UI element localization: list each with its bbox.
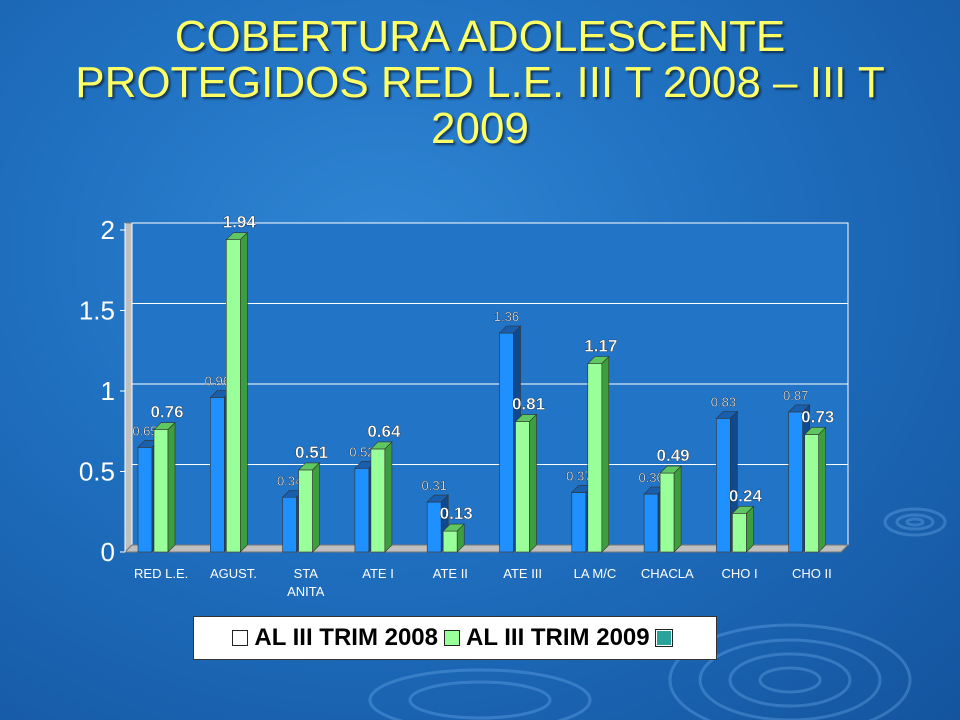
x-category-label: RED L.E. bbox=[134, 566, 188, 581]
x-category-label: STA bbox=[294, 566, 319, 581]
legend-swatch-3 bbox=[654, 629, 673, 647]
data-label-2008: 0.36 bbox=[638, 470, 663, 485]
bar-2009 bbox=[587, 363, 603, 553]
x-category-label: CHO I bbox=[721, 566, 757, 581]
bar-2009-side bbox=[240, 231, 248, 553]
title-line-1: COBERTURA ADOLESCENTE bbox=[174, 12, 786, 61]
bar-2009 bbox=[298, 469, 313, 553]
data-label-2008: 0.65 bbox=[132, 423, 157, 438]
bar-2008 bbox=[354, 467, 370, 553]
x-category-label: CHO II bbox=[792, 566, 832, 581]
bar-2009 bbox=[732, 513, 747, 553]
title-line-2: PROTEGIDOS RED L.E. III T 2008 – III T bbox=[75, 58, 885, 107]
data-label-2008: 0.83 bbox=[711, 394, 736, 409]
data-label-2008: 0.34 bbox=[277, 473, 302, 488]
data-label-2009: 0.73 bbox=[801, 407, 834, 426]
data-label-2009: 0.49 bbox=[657, 446, 690, 465]
bar-2008 bbox=[499, 332, 514, 553]
bar-2008 bbox=[571, 492, 587, 553]
data-label-2008: 0.31 bbox=[422, 478, 447, 493]
x-category-label: ATE I bbox=[362, 566, 394, 581]
data-label-2009: 1.94 bbox=[223, 213, 257, 232]
x-category-label: CHACLA bbox=[641, 566, 694, 581]
bar-2009 bbox=[659, 472, 675, 553]
data-label-2008: 0.37 bbox=[566, 468, 591, 483]
data-label-2008: 0.52 bbox=[349, 444, 374, 459]
data-label-2009: 0.76 bbox=[150, 403, 183, 422]
bar-2008 bbox=[210, 397, 225, 553]
bar-2009-side bbox=[746, 505, 754, 553]
data-label-2008: 0.96 bbox=[205, 373, 230, 388]
data-label-2009: 1.17 bbox=[584, 337, 617, 356]
bar-2009 bbox=[515, 421, 530, 553]
bar-2009-side bbox=[167, 421, 176, 553]
bar-2009-side bbox=[673, 465, 682, 553]
bar-2009 bbox=[226, 239, 241, 553]
data-label-2009: 0.81 bbox=[512, 395, 545, 414]
bar-2009-side bbox=[529, 413, 537, 553]
bar-2009-side bbox=[384, 441, 393, 553]
bar-2008 bbox=[788, 411, 804, 553]
chart-title: COBERTURA ADOLESCENTE PROTEGIDOS RED L.E… bbox=[40, 14, 920, 152]
legend-item-2008: AL III TRIM 2008 bbox=[232, 624, 438, 652]
legend-label-2008: AL III TRIM 2008 bbox=[254, 624, 438, 651]
chart-legend: AL III TRIM 2008 AL III TRIM 2009 bbox=[193, 616, 717, 660]
data-label-2009: 0.24 bbox=[729, 486, 763, 505]
bar-2009 bbox=[153, 429, 169, 553]
legend-item-2009: AL III TRIM 2009 bbox=[444, 624, 650, 652]
legend-swatch-2008 bbox=[232, 630, 249, 646]
legend-label-2009: AL III TRIM 2009 bbox=[466, 624, 650, 651]
y-tick-label: 2 bbox=[101, 215, 115, 245]
x-category-label: AGUST. bbox=[210, 566, 257, 581]
bar-2009 bbox=[370, 448, 386, 553]
data-label-2008: 0.87 bbox=[783, 388, 808, 403]
data-label-2008: 1.36 bbox=[494, 309, 519, 324]
bar-2008 bbox=[643, 493, 659, 553]
bar-2009-side bbox=[456, 523, 465, 553]
data-label-2009: 0.13 bbox=[440, 504, 473, 523]
bar-2009-side bbox=[312, 462, 320, 553]
bar-2008 bbox=[137, 447, 153, 553]
x-category-label: ANITA bbox=[287, 584, 325, 599]
bar-2009 bbox=[442, 530, 458, 553]
bar-2008 bbox=[282, 496, 297, 553]
x-category-label: LA M/C bbox=[574, 566, 617, 581]
legend-swatch-2009 bbox=[444, 630, 460, 646]
title-line-3: 2009 bbox=[431, 104, 529, 153]
y-tick-label: 1.5 bbox=[79, 296, 115, 326]
plot-side-wall bbox=[124, 222, 133, 554]
bar-2009-side bbox=[818, 426, 827, 553]
x-category-label: ATE II bbox=[433, 566, 468, 581]
y-tick-label: 0.5 bbox=[79, 457, 115, 487]
bar-2009 bbox=[804, 434, 820, 553]
bar-2008 bbox=[716, 418, 731, 553]
bar-2009-side bbox=[601, 355, 610, 553]
y-tick-label: 1 bbox=[101, 376, 115, 406]
data-label-2009: 0.64 bbox=[367, 422, 401, 441]
data-label-2009: 0.51 bbox=[295, 443, 328, 462]
legend-item-3 bbox=[654, 629, 678, 647]
x-category-label: ATE III bbox=[503, 566, 542, 581]
y-tick-label: 0 bbox=[101, 537, 115, 567]
